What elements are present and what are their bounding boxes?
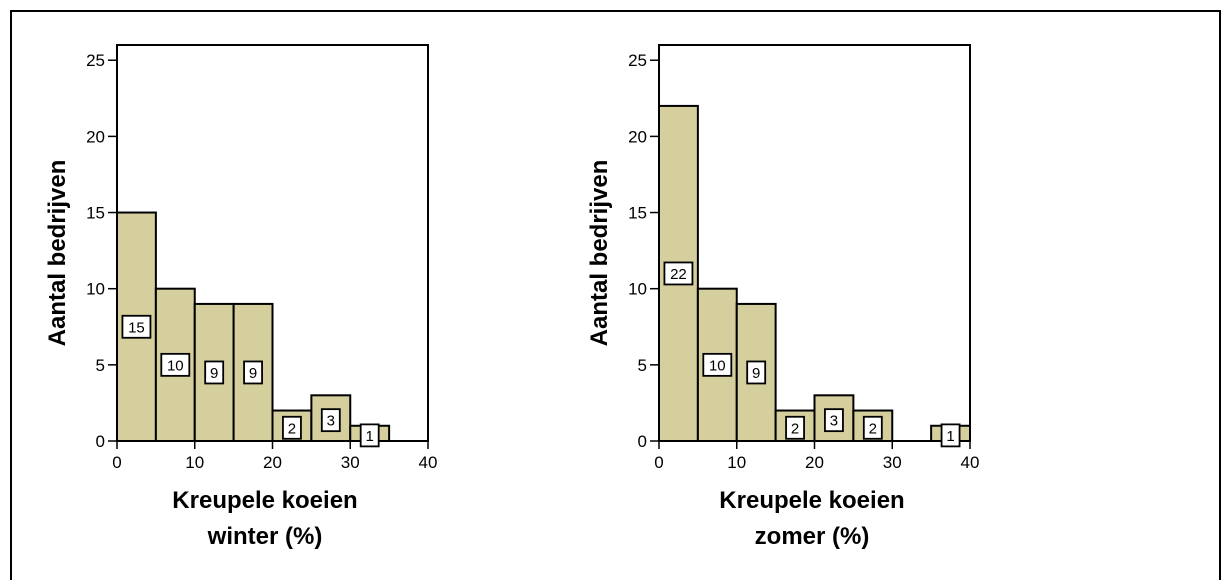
data-label-box: [243, 360, 263, 385]
y-tick-label: 15: [86, 204, 105, 223]
data-label-box: [359, 423, 380, 448]
data-label: 1: [946, 428, 954, 445]
y-tick-label: 25: [86, 51, 105, 70]
data-label-box: [940, 423, 961, 448]
data-label: 10: [709, 357, 726, 374]
y-tick-label: 25: [628, 51, 647, 70]
figure-frame: [10, 10, 1221, 580]
x-tick-label: 40: [419, 453, 438, 472]
data-label-box: [785, 415, 805, 440]
data-label-box: [121, 314, 152, 339]
x-tick-label: 40: [961, 453, 980, 472]
y-tick-label: 15: [628, 204, 647, 223]
data-label: 9: [210, 365, 218, 382]
data-label: 15: [128, 319, 145, 336]
y-axis-title: Aantal bedrijven: [586, 160, 613, 347]
data-label: 3: [830, 413, 838, 430]
y-tick-label: 20: [86, 127, 105, 146]
y-axis-title: Aantal bedrijven: [44, 160, 71, 347]
x-axis-title-line1: Kreupele koeien: [172, 487, 357, 514]
x-tick-label: 30: [341, 453, 360, 472]
data-label-box: [663, 261, 694, 286]
x-tick-label: 0: [112, 453, 121, 472]
data-label-box: [702, 352, 733, 377]
data-label: 10: [167, 357, 184, 374]
x-tick-label: 0: [654, 453, 663, 472]
y-tick-label: 0: [638, 432, 647, 451]
data-label-box: [204, 360, 225, 385]
y-tick-label: 5: [638, 356, 647, 375]
data-label-box: [160, 352, 191, 377]
x-axis-title-line2: zomer (%): [755, 523, 870, 550]
data-label: 9: [249, 365, 257, 382]
data-label: 2: [791, 420, 799, 437]
y-tick-label: 10: [628, 280, 647, 299]
data-label: 3: [327, 413, 335, 430]
data-label: 1: [366, 428, 374, 445]
data-label-box: [862, 415, 883, 440]
y-tick-label: 5: [96, 356, 105, 375]
data-label-box: [282, 415, 302, 440]
data-label: 2: [288, 420, 296, 437]
y-tick-label: 10: [86, 280, 105, 299]
x-axis-title-line2: winter (%): [207, 523, 323, 550]
y-tick-label: 20: [628, 127, 647, 146]
y-tick-label: 0: [96, 432, 105, 451]
data-label: 9: [752, 365, 760, 382]
data-label-box: [746, 360, 767, 385]
x-tick-label: 10: [185, 453, 204, 472]
x-tick-label: 10: [727, 453, 746, 472]
data-label: 22: [670, 266, 687, 283]
data-label: 2: [869, 420, 877, 437]
x-tick-label: 30: [883, 453, 902, 472]
data-label-box: [320, 408, 341, 433]
x-axis-title-line1: Kreupele koeien: [719, 487, 904, 514]
x-tick-label: 20: [263, 453, 282, 472]
data-label-box: [824, 408, 844, 433]
x-tick-label: 20: [805, 453, 824, 472]
